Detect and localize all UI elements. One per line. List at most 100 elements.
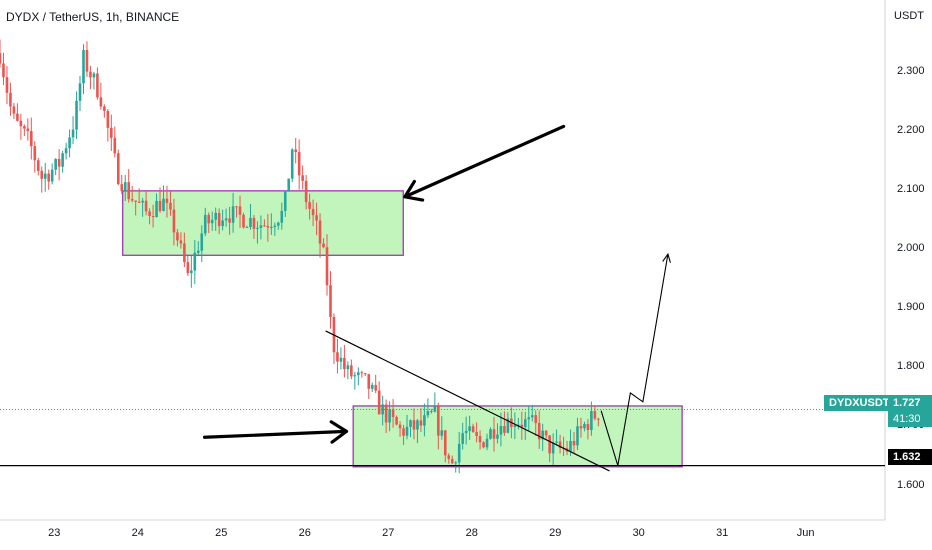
candle-body — [530, 415, 534, 418]
candle-body — [579, 426, 583, 429]
candle-body — [47, 173, 51, 182]
candle-body — [464, 430, 468, 434]
candle-body — [527, 417, 531, 420]
candle-body — [57, 158, 61, 167]
candle-body — [374, 385, 378, 391]
candle-body — [116, 153, 120, 185]
level-tag: 1.632 — [888, 449, 932, 465]
candle-body — [423, 415, 426, 426]
candle-body — [155, 200, 158, 218]
candle-body — [471, 426, 475, 432]
candle-body — [165, 198, 169, 203]
candle-body — [555, 441, 558, 443]
annotation-arrowhead — [403, 179, 425, 202]
projection-path — [600, 253, 669, 466]
candle-body — [151, 215, 155, 218]
candle-body — [179, 240, 183, 244]
time-tick-label: 23 — [48, 527, 61, 539]
candle-body — [12, 106, 16, 114]
candle-body — [158, 200, 162, 211]
candle-body — [9, 92, 12, 107]
time-tick-label: 24 — [131, 527, 144, 539]
candle-body — [210, 219, 214, 224]
candle-body — [270, 227, 273, 229]
candle-body — [186, 262, 190, 274]
candle-body — [259, 225, 263, 228]
candle-body — [367, 374, 371, 389]
candle-body — [137, 201, 141, 203]
candle-body — [551, 442, 555, 454]
candle-body — [40, 170, 44, 179]
time-tick-label: 28 — [465, 527, 478, 539]
candle-body — [148, 211, 151, 216]
drawings — [0, 124, 885, 472]
candle-body — [172, 209, 176, 233]
candle-body — [583, 423, 586, 429]
candle-body — [339, 357, 343, 362]
candle-body — [224, 218, 228, 221]
candle-body — [290, 149, 294, 179]
candle-body — [297, 152, 301, 176]
candle-body — [82, 49, 85, 84]
candle-body — [482, 442, 485, 448]
candle-body — [597, 418, 600, 420]
candle-body — [350, 365, 353, 377]
candle-body — [346, 365, 350, 370]
candle-body — [54, 158, 57, 170]
annotation-arrow — [202, 429, 349, 439]
candle-body — [0, 53, 2, 64]
candle-body — [214, 212, 217, 220]
candle-body — [231, 206, 235, 223]
candle-body — [419, 420, 423, 426]
candle-body — [256, 227, 259, 229]
symbol-tag: DYDXUSDT — [824, 395, 895, 411]
candle-body — [534, 415, 538, 424]
candle-body — [103, 106, 106, 112]
candle-body — [513, 425, 517, 428]
candle-body — [384, 404, 388, 423]
candle-body — [478, 436, 482, 443]
candle-body — [252, 217, 256, 229]
candle-body — [183, 243, 186, 263]
zone-box — [122, 190, 404, 256]
countdown-tag: 41:30 — [888, 411, 932, 427]
candle-body — [363, 373, 367, 375]
candle-body — [492, 429, 496, 439]
candle-body — [120, 184, 124, 191]
candle-body — [2, 63, 5, 78]
candle-body — [569, 440, 572, 452]
time-tick-label: 27 — [382, 527, 395, 539]
candle-body — [353, 375, 357, 377]
candle-body — [395, 416, 398, 425]
candle-body — [30, 131, 33, 147]
candle-body — [398, 424, 402, 429]
candle-body — [200, 233, 204, 251]
candle-body — [96, 73, 99, 98]
candle-body — [461, 433, 464, 444]
candle-body — [311, 208, 315, 216]
candle-body — [141, 200, 144, 203]
time-tick-label: 25 — [215, 527, 228, 539]
candle-body — [207, 214, 211, 224]
price-tick-label: 2.100 — [897, 183, 925, 196]
candle-body — [593, 411, 597, 419]
candle-body — [541, 430, 544, 440]
candle-body — [336, 352, 339, 362]
candle-body — [381, 404, 384, 415]
candle-body — [190, 270, 193, 274]
candle-body — [586, 423, 590, 431]
candle-body — [523, 419, 527, 428]
candle-body — [499, 425, 503, 435]
candle-body — [409, 420, 412, 427]
candle-body — [576, 426, 579, 446]
candle-body — [433, 406, 437, 412]
candle-body — [430, 411, 433, 413]
candle-body — [357, 372, 360, 376]
candle-body — [123, 182, 127, 191]
price-tick-label: 1.900 — [897, 301, 925, 314]
candle-body — [315, 215, 318, 221]
candle-body — [277, 222, 280, 226]
candle-body — [301, 175, 304, 181]
candle-body — [308, 202, 311, 209]
price-tick-label: 1.800 — [897, 360, 925, 373]
